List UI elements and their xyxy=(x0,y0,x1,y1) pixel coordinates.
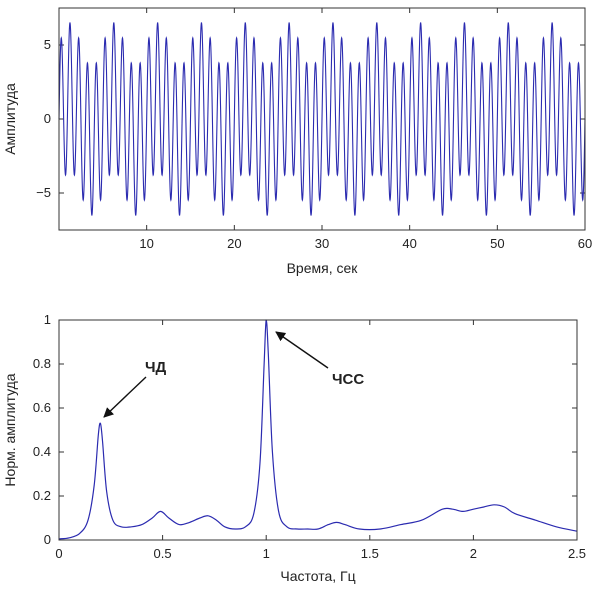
bottom-y-tick-label-0: 0 xyxy=(44,532,51,547)
top-axes-frame xyxy=(58,7,586,231)
top-x-tick-label-3: 40 xyxy=(402,236,416,251)
annotation-label-chd: ЧД xyxy=(145,359,167,376)
bottom-x-tick-label-3: 1.5 xyxy=(361,546,379,561)
bottom-x-tick-label-2: 1 xyxy=(263,546,270,561)
bottom-y-tick-label-1: 0.2 xyxy=(33,488,51,503)
top-y-axis-label: Амплитуда xyxy=(2,83,18,155)
annotation-arrow-chd xyxy=(103,376,147,418)
top-x-tick-label-1: 20 xyxy=(227,236,241,251)
top-x-tick-label-2: 30 xyxy=(315,236,329,251)
bottom-y-ticks: 0 0.2 0.4 0.6 0.8 1 xyxy=(33,312,577,547)
top-x-tick-label-4: 50 xyxy=(490,236,504,251)
bottom-y-tick-label-3: 0.6 xyxy=(33,400,51,415)
bottom-annotations: ЧД ЧСС xyxy=(103,331,364,418)
chart-frequency-domain: 00.20.40.60.81 0 0.5 1 1.5 2 2.5 Частота, Гц … xyxy=(2,312,586,584)
chart-time-domain: −5 0 5 10 20 30 40 50 60 Время, сек Амплитуда xyxy=(2,7,592,276)
top-x-ticks: 10 20 30 40 50 60 xyxy=(139,8,592,251)
bottom-x-axis-label: Частота, Гц xyxy=(280,568,355,584)
bottom-x-ticks: 0 0.5 1 1.5 2 2.5 xyxy=(55,320,586,561)
bottom-y-axis-label: Норм. амплитуда xyxy=(2,373,18,486)
top-x-tick-label-0: 10 xyxy=(139,236,153,251)
annotation-label-chss: ЧСС xyxy=(332,371,364,388)
bottom-x-tick-label-1: 0.5 xyxy=(154,546,172,561)
bottom-x-tick-label-5: 2.5 xyxy=(568,546,586,561)
annotation-arrow-chss xyxy=(275,331,329,369)
bottom-x-tick-label-4: 2 xyxy=(470,546,477,561)
bottom-y-tick-label-4: 0.8 xyxy=(33,356,51,371)
bottom-series-line xyxy=(58,319,578,540)
top-series-line xyxy=(58,22,586,216)
top-y-tick-label-0: −5 xyxy=(36,185,51,200)
bottom-x-tick-label-0: 0 xyxy=(55,546,62,561)
bottom-y-tick-label-5: 1 xyxy=(44,312,51,327)
top-y-tick-label-2: 5 xyxy=(44,37,51,52)
top-y-tick-label-1: 0 xyxy=(44,111,51,126)
bottom-y-tick-label-2: 0.4 xyxy=(33,444,51,459)
top-x-axis-label: Время, сек xyxy=(287,260,359,276)
top-series xyxy=(58,22,586,216)
bottom-axes-frame xyxy=(58,319,578,541)
top-x-tick-label-5: 60 xyxy=(578,236,592,251)
bottom-series xyxy=(58,319,578,540)
